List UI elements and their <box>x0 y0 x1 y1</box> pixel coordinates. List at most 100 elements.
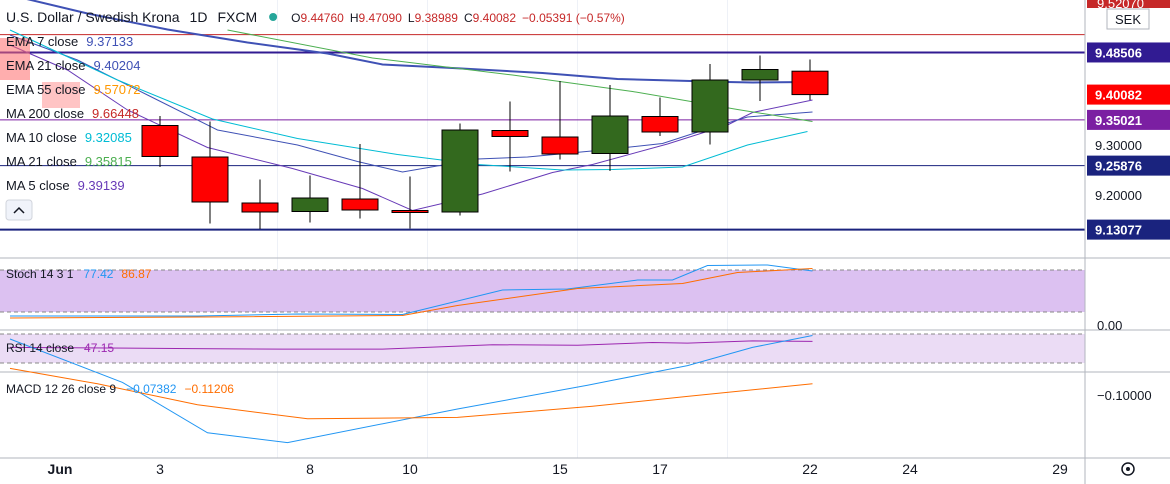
change-value: −0.05391 (−0.57%) <box>522 11 625 25</box>
x-tick-label: 22 <box>802 461 818 477</box>
rsi-line <box>9 340 813 350</box>
legend-value: 9.66448 <box>92 106 139 121</box>
ohlc-value: 9.47090 <box>359 11 403 25</box>
x-tick-label: 8 <box>306 461 314 477</box>
price-label: 9.40082 <box>1095 88 1142 103</box>
osc-label: MACD 12 26 close 9 <box>6 382 116 396</box>
candle <box>241 179 279 229</box>
ohlc-value: 9.38989 <box>415 11 459 25</box>
ohlc-value: 9.44760 <box>300 11 344 25</box>
oscillator-panes <box>0 257 1170 459</box>
legend-value: 9.57072 <box>94 82 141 97</box>
chevron-up-icon[interactable] <box>5 199 33 221</box>
candle-body <box>341 198 379 211</box>
x-tick-label: Jun <box>48 461 73 477</box>
osc-value: −0.07382 <box>126 382 177 396</box>
interval: 1D <box>190 9 208 25</box>
price-label: 9.13077 <box>1095 223 1142 238</box>
osc-label: Stoch 14 3 1 <box>6 267 74 281</box>
exchange: FXCM <box>217 9 257 25</box>
legend-value: 9.35815 <box>85 154 132 169</box>
y-tick-label: 9.30000 <box>1095 138 1142 153</box>
candle-body <box>591 115 629 154</box>
gear-hub <box>1126 467 1130 471</box>
stoch-axis-label: 0.00 <box>1097 318 1122 333</box>
price-label-bg <box>1087 219 1170 240</box>
osc-value: 47.15 <box>84 341 114 355</box>
macd-axis-label: −0.10000 <box>1097 388 1152 403</box>
ohlc-key: C <box>464 11 473 25</box>
candle-body <box>141 125 179 157</box>
gear-ring <box>1121 462 1135 476</box>
stoch-band <box>0 270 1085 312</box>
candle <box>691 64 729 145</box>
x-tick-label: 3 <box>156 461 164 477</box>
legend-value: 9.39139 <box>78 178 125 193</box>
candle <box>341 144 379 219</box>
chevron-shape <box>13 206 25 214</box>
candle <box>541 81 579 160</box>
candle <box>291 175 329 223</box>
price-label-top: 9.52070 <box>1097 0 1144 11</box>
series-ma-10-close <box>9 29 808 171</box>
candle <box>491 101 529 172</box>
overlay-box <box>42 82 80 108</box>
x-tick-label: 24 <box>902 461 918 477</box>
osc-value: 86.87 <box>121 267 151 281</box>
legend-label: MA 5 close <box>6 178 70 193</box>
legend-label: EMA 21 close <box>6 58 86 73</box>
x-tick-label: 15 <box>552 461 568 477</box>
candles <box>141 55 829 229</box>
candle <box>741 55 779 101</box>
signal-line <box>9 367 813 420</box>
candle <box>791 59 829 101</box>
legend-value: 9.32085 <box>85 130 132 145</box>
ohlc-key: L <box>408 11 415 25</box>
osc-value: 77.42 <box>83 267 113 281</box>
overlay-box <box>0 38 30 80</box>
stoch-k-line <box>10 264 813 317</box>
currency-box <box>1106 8 1150 30</box>
series-ma-21-close <box>227 29 813 122</box>
price-label-bg <box>1087 84 1170 105</box>
candle <box>141 116 179 167</box>
x-tick-label: 29 <box>1052 461 1068 477</box>
currency-label: SEK <box>1115 12 1141 27</box>
header: U.S. Dollar / Swedish Krona 1D FXCM O 9.4476… <box>6 9 625 25</box>
candle-body <box>191 156 229 203</box>
legend-label: MA 21 close <box>6 154 77 169</box>
price-label: 9.25876 <box>1095 159 1142 174</box>
candle-body <box>791 70 829 96</box>
candle-body <box>741 69 779 81</box>
y-tick-label: 9.20000 <box>1095 188 1142 203</box>
price-label-bg <box>1087 109 1170 130</box>
stoch-d-line <box>9 268 813 319</box>
macd-line <box>9 335 813 444</box>
ohlc-value: 9.40082 <box>473 11 517 25</box>
x-tick-label: 17 <box>652 461 668 477</box>
legend-label: MA 10 close <box>6 130 77 145</box>
candle-body <box>691 79 729 133</box>
legend-label: EMA 7 close <box>6 34 78 49</box>
legend-value: 9.37133 <box>86 34 133 49</box>
candle-body <box>391 210 429 213</box>
horizontal-lines <box>0 34 1085 231</box>
market-status-icon <box>269 13 278 21</box>
osc-value: −0.11206 <box>184 382 234 396</box>
legend-value: 9.40204 <box>94 58 141 73</box>
osc-label: RSI 14 close <box>6 341 74 355</box>
series-ema-21-close <box>9 34 813 173</box>
candle-body <box>241 202 279 213</box>
candle-body <box>441 129 479 213</box>
gear-icon[interactable] <box>1121 462 1135 476</box>
series-ema-7-close <box>26 0 813 84</box>
price-label-bg <box>1087 42 1170 63</box>
x-tick-label: 10 <box>402 461 418 477</box>
candle-body <box>491 130 529 137</box>
legend-label: EMA 55 close <box>6 82 86 97</box>
candle <box>391 176 429 229</box>
price-label: 9.35021 <box>1095 113 1142 128</box>
price-label: 9.48506 <box>1095 45 1142 60</box>
